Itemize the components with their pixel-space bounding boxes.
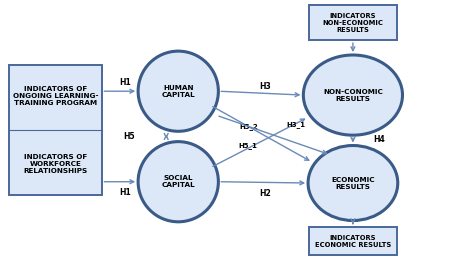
Text: H4: H4 [373, 135, 385, 144]
Text: H3_1: H3_1 [287, 121, 306, 128]
Text: H1: H1 [119, 187, 131, 197]
Text: H2: H2 [259, 189, 271, 198]
Text: SOCIAL
CAPITAL: SOCIAL CAPITAL [162, 175, 195, 188]
Text: NON-CONOMIC
RESULTS: NON-CONOMIC RESULTS [323, 89, 383, 102]
Text: INDICATORS OF
ONGOING LEARNING-
TRAINING PROGRAM: INDICATORS OF ONGOING LEARNING- TRAINING… [13, 86, 98, 106]
FancyBboxPatch shape [9, 65, 101, 195]
Ellipse shape [308, 146, 398, 220]
Text: INDICATORS
ECONOMIC RESULTS: INDICATORS ECONOMIC RESULTS [315, 235, 391, 248]
FancyBboxPatch shape [309, 227, 397, 255]
Text: H5_1: H5_1 [238, 142, 257, 149]
Ellipse shape [138, 51, 219, 131]
Text: H3: H3 [259, 82, 271, 90]
Text: H5: H5 [123, 132, 135, 141]
Text: ECONOMIC
RESULTS: ECONOMIC RESULTS [331, 177, 375, 190]
Text: H5_2: H5_2 [240, 123, 258, 129]
Ellipse shape [138, 142, 219, 222]
Text: INDICATORS OF
WORKFORCE
RELATIONSHIPS: INDICATORS OF WORKFORCE RELATIONSHIPS [23, 154, 88, 174]
FancyBboxPatch shape [309, 5, 397, 40]
Text: H1: H1 [119, 78, 131, 87]
Text: INDICATORS
NON-ECONOMIC
RESULTS: INDICATORS NON-ECONOMIC RESULTS [322, 13, 383, 33]
Ellipse shape [303, 55, 402, 135]
Text: HUMAN
CAPITAL: HUMAN CAPITAL [162, 85, 195, 98]
